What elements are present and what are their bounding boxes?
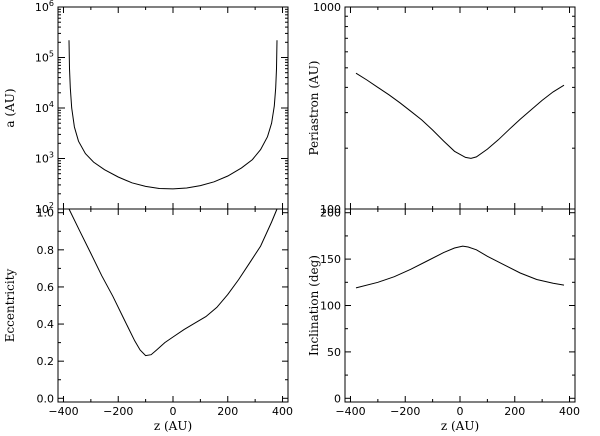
panel-i: −400 −200 0 200 400 0 50 100 150 200 Inclination (…	[307, 207, 580, 433]
y-tick-label: 0.8	[37, 244, 55, 257]
x-tick-label: 200	[217, 405, 238, 418]
y-tick-label: 1000	[313, 1, 341, 14]
x-tick-label: 200	[504, 405, 525, 418]
series-line-i	[355, 245, 565, 289]
x-tick-label: −200	[103, 405, 133, 418]
y-tick-label: 200	[320, 207, 341, 220]
x-tick-label: −200	[390, 405, 420, 418]
panel-a: 102 103 104 105 106 a (AU)	[3, 0, 289, 216]
y-tick-label: 150	[320, 253, 341, 266]
panel-q: 100 1000 Periastron (AU)	[307, 1, 576, 216]
y-tick-label: 100	[320, 300, 341, 313]
x-tick-label: −400	[335, 405, 365, 418]
x-axis-label: z (AU)	[154, 419, 192, 433]
y-axis-label: Inclination (deg)	[307, 255, 321, 356]
series-line-e	[68, 208, 278, 357]
x-axis-label: z (AU)	[441, 419, 479, 433]
plot-frame	[57, 6, 289, 210]
y-tick-label: 0.4	[37, 318, 55, 331]
y-tick-label: 1.0	[37, 207, 55, 220]
y-tick-label: 50	[327, 346, 341, 359]
x-tick-label: 0	[170, 405, 177, 418]
y-tick-label: 102	[35, 201, 54, 216]
x-tick-label: 0	[457, 405, 464, 418]
x-tick-label: −400	[48, 405, 78, 418]
plot-frame	[344, 208, 576, 403]
y-tick-label: 0.6	[37, 281, 55, 294]
y-tick-label: 106	[35, 0, 54, 14]
y-axis-label: Periastron (AU)	[307, 61, 321, 156]
y-axis-label: a (AU)	[3, 88, 17, 127]
y-tick-label: 0.2	[37, 355, 55, 368]
x-tick-label: 400	[559, 405, 580, 418]
plot-frame	[57, 208, 289, 403]
y-axis-label: Eccentricity	[3, 268, 17, 342]
y-tick-label: 105	[35, 50, 54, 65]
y-tick-label: 0.0	[37, 392, 55, 405]
plot-frame	[344, 6, 576, 210]
panel-e: −400 −200 0 200 400 0.0 0.2 0.4 0.6 0.8 1.0 Eccentr…	[3, 207, 293, 433]
series-line-q	[355, 72, 565, 159]
y-tick-label: 103	[35, 151, 54, 166]
y-tick-label: 100	[320, 203, 341, 216]
x-tick-label: 400	[272, 405, 293, 418]
y-tick-label: 104	[35, 100, 54, 115]
y-tick-label: 0	[334, 392, 341, 405]
series-line-a	[68, 40, 278, 190]
